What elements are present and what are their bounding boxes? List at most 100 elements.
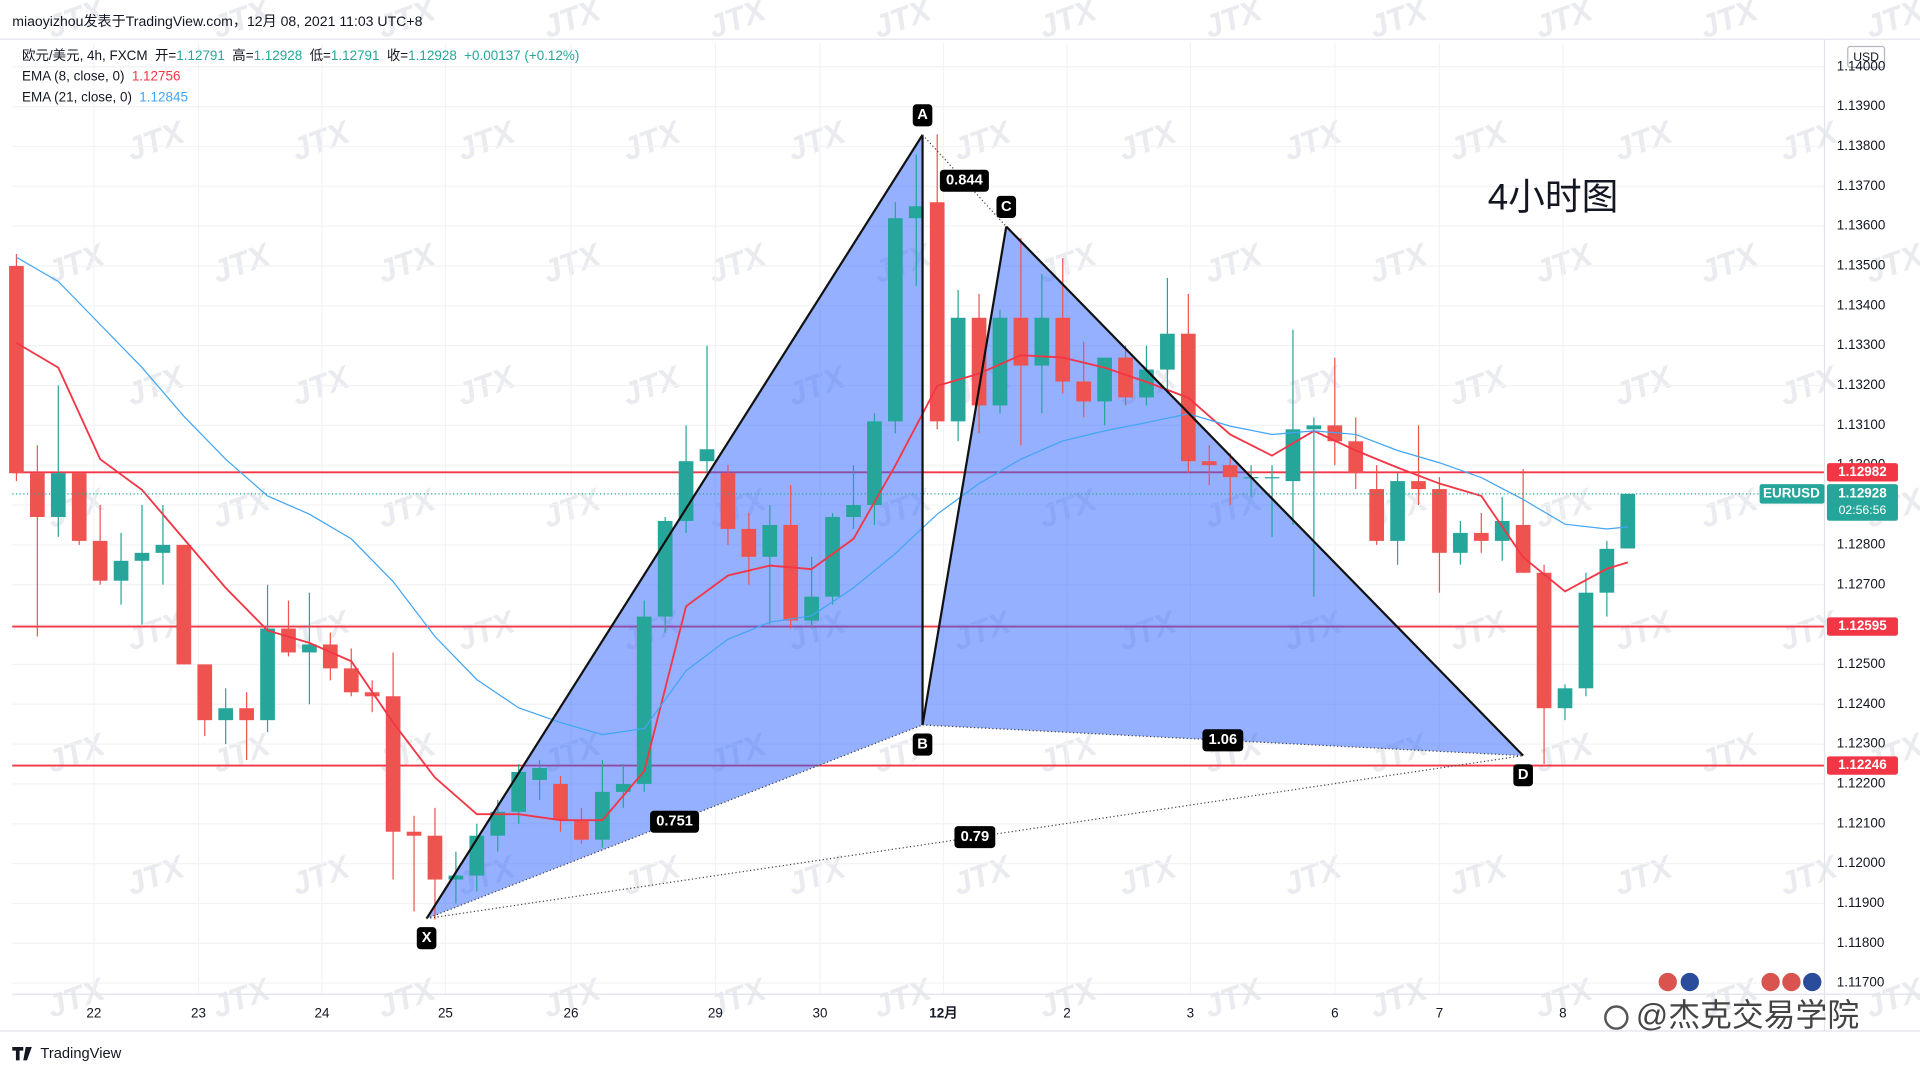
x-tick-label: 3	[1187, 1005, 1194, 1020]
ratio-label: 0.751	[656, 814, 693, 830]
x-tick-label: 2	[1063, 1005, 1070, 1020]
candle-body	[260, 628, 275, 721]
candle-body	[176, 544, 192, 665]
legend-label: 收=	[387, 48, 408, 63]
candle-body	[155, 544, 171, 553]
candle-body	[553, 783, 568, 820]
candle-body	[385, 696, 401, 832]
pattern-leg	[1005, 225, 1524, 757]
ratio-label: 1.06	[1209, 732, 1238, 748]
y-tick-label: 1.12500	[1837, 656, 1886, 671]
flag-icon	[1760, 971, 1782, 993]
candle-body	[30, 473, 45, 517]
candle-body	[218, 708, 234, 721]
point-label: C	[1001, 199, 1012, 215]
candle-body	[1599, 548, 1615, 593]
candle-body	[720, 473, 736, 529]
legend-symbol: 欧元/美元, 4h, FXCM	[22, 48, 148, 63]
point-label: B	[917, 736, 928, 752]
candle-body	[1055, 317, 1071, 382]
candle-body	[574, 819, 589, 840]
candle-body	[1034, 317, 1050, 366]
chart: 0.751 0.844 1.06 0.79 X A B C D	[9, 42, 1825, 995]
legend-entry: EMA (8, close, 0)	[22, 69, 124, 84]
candle-body	[71, 473, 87, 541]
candle-body	[1432, 489, 1447, 553]
x-tick-label: 7	[1436, 1005, 1443, 1020]
candle-body	[1201, 461, 1217, 466]
candle-body	[448, 875, 464, 880]
candle-body	[657, 520, 673, 617]
level-tag	[1826, 617, 1898, 636]
candle-body	[846, 505, 861, 517]
legend-label: 开=	[155, 48, 176, 63]
candle-body	[9, 265, 24, 474]
y-tick-label: 1.13800	[1837, 138, 1886, 153]
candle-body	[595, 791, 610, 840]
candle-body	[1557, 688, 1573, 709]
candle-body	[343, 668, 359, 693]
legend-entry: EMA (21, close, 0)	[22, 90, 132, 105]
candle-body	[1453, 532, 1468, 553]
caption: miaoyizhou发表于TradingView.com，12月 08, 202…	[12, 13, 422, 29]
currency[interactable]: USD	[1853, 50, 1879, 64]
candle-body	[469, 835, 485, 876]
candle-body	[1264, 477, 1280, 479]
legend-value: 1.12791	[176, 48, 225, 63]
y-tick-label: 1.12700	[1837, 576, 1886, 591]
candle-body	[929, 202, 945, 422]
candle-body	[867, 421, 882, 506]
ratio-box	[650, 810, 700, 833]
y-tick-label: 1.12300	[1837, 736, 1886, 751]
candle-body	[1118, 357, 1133, 398]
pattern-ratio-line	[426, 755, 1524, 920]
flag-icon	[1679, 971, 1701, 993]
point-label: D	[1518, 767, 1529, 783]
candle-body	[908, 206, 924, 219]
candle-body	[804, 596, 819, 621]
candle-body	[1536, 572, 1552, 709]
x-tick-label: 26	[564, 1005, 579, 1020]
x-tick-label: 12月	[929, 1005, 957, 1020]
y-tick-label: 1.13900	[1837, 98, 1886, 113]
flag-icon	[1801, 971, 1823, 993]
y-tick-label: 1.11800	[1837, 935, 1885, 950]
candle-body	[1473, 532, 1489, 541]
y-tick-label: 1.12400	[1837, 696, 1886, 711]
brand-logo	[12, 1046, 32, 1061]
candle-body	[1390, 481, 1405, 541]
ratio-box	[1202, 729, 1244, 752]
legend-value: 1.12928	[254, 48, 303, 63]
symbol-label: EURUSD	[1763, 485, 1820, 500]
credit: @杰克交易学院	[1636, 997, 1859, 1033]
candle-body	[532, 767, 547, 780]
flags	[1657, 971, 1823, 993]
level-tag	[1826, 463, 1898, 482]
pattern-leg	[425, 134, 924, 920]
point-box	[1513, 764, 1533, 787]
y-tick-label: 1.13700	[1837, 178, 1886, 193]
candle-body	[197, 664, 213, 721]
credit-icon	[1604, 1005, 1629, 1030]
candle-body	[1306, 425, 1322, 430]
candle-body	[1369, 489, 1385, 541]
candle-body	[1578, 592, 1594, 689]
y-tick-label: 1.13300	[1837, 337, 1886, 352]
y-tick-label: 1.12800	[1837, 536, 1886, 551]
candle-body	[490, 811, 506, 836]
point-label: A	[917, 107, 928, 123]
candle-body	[1285, 429, 1301, 482]
ema-line	[15, 342, 1629, 822]
candle-body	[971, 317, 987, 406]
annotation: 4小时图	[1488, 176, 1619, 217]
currency-box[interactable]	[1847, 45, 1886, 68]
legend-value: 1.12756	[132, 69, 181, 84]
candle-body	[1411, 481, 1426, 490]
candle-body	[636, 616, 652, 784]
legend-label: 高=	[232, 47, 253, 63]
point-box	[996, 195, 1017, 218]
candle-body	[113, 560, 129, 581]
candle-body	[1097, 357, 1112, 402]
level-label: 1.12246	[1838, 757, 1887, 772]
